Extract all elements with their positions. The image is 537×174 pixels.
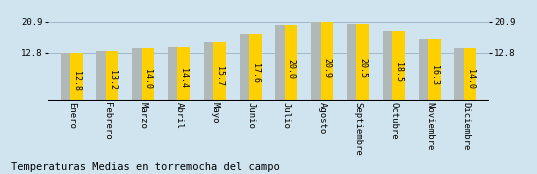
Bar <box>285 25 297 101</box>
Bar <box>311 22 324 101</box>
Bar <box>97 51 109 101</box>
Bar <box>275 25 288 101</box>
Bar <box>70 53 83 101</box>
Text: 18.5: 18.5 <box>394 62 403 82</box>
Text: 14.0: 14.0 <box>143 69 153 89</box>
Bar <box>428 39 440 101</box>
Bar <box>249 34 262 101</box>
Text: 15.7: 15.7 <box>215 66 224 86</box>
Bar <box>240 34 252 101</box>
Text: 17.6: 17.6 <box>251 63 260 83</box>
Bar <box>168 46 180 101</box>
Text: 13.2: 13.2 <box>107 70 117 90</box>
Text: 14.4: 14.4 <box>179 68 188 88</box>
Bar <box>419 39 431 101</box>
Text: 20.5: 20.5 <box>358 58 367 78</box>
Bar <box>213 42 226 101</box>
Bar <box>454 48 467 101</box>
Bar <box>357 23 369 101</box>
Text: 20.0: 20.0 <box>287 59 295 79</box>
Bar <box>464 48 476 101</box>
Text: 20.9: 20.9 <box>322 58 331 78</box>
Bar <box>321 22 333 101</box>
Bar <box>142 48 154 101</box>
Bar <box>132 48 145 101</box>
Text: 16.3: 16.3 <box>430 65 439 85</box>
Bar <box>204 42 216 101</box>
Bar <box>392 31 405 101</box>
Text: 14.0: 14.0 <box>466 69 475 89</box>
Text: Temperaturas Medias en torremocha del campo: Temperaturas Medias en torremocha del ca… <box>11 162 279 172</box>
Bar <box>383 31 395 101</box>
Bar <box>61 53 73 101</box>
Bar <box>177 46 190 101</box>
Text: 12.8: 12.8 <box>72 71 81 91</box>
Bar <box>347 23 360 101</box>
Bar <box>106 51 118 101</box>
